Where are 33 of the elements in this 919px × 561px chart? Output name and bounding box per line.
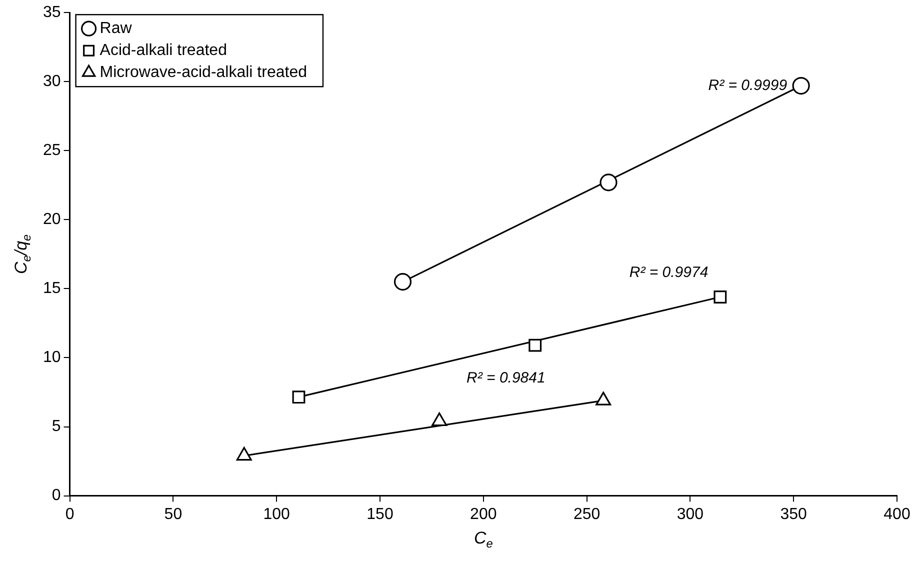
point [432,412,448,426]
x-tick-label: 300 [676,506,704,523]
legend-label: Microwave-acid-alkali treated [100,64,307,82]
point [528,338,542,352]
legend-label: Raw [100,20,132,38]
x-tick-label: 200 [470,506,497,523]
point [600,174,618,192]
y-tick-label: 0 [52,487,61,504]
point [236,446,252,461]
annotation: R² = 0.9841 [466,370,546,387]
x-tick-label: 150 [366,506,394,523]
legend-label: Acid-alkali treated [100,42,227,60]
y-tick-label: 35 [43,4,61,22]
point [394,273,412,291]
x-tick-label: 0 [65,506,74,523]
y-tick-label: 25 [43,142,61,160]
y-tick-label: 20 [43,211,61,228]
x-tick-label: 250 [573,506,600,523]
y-tick-label: 15 [43,280,61,298]
x-tick-label: 400 [884,506,910,523]
x-tick-label: 50 [164,506,182,523]
y-tick-label: 30 [43,73,61,90]
y-axis-title: Ce/qe [12,234,34,274]
point [596,392,612,406]
point [714,290,727,304]
x-tick-label: 100 [263,506,290,523]
annotation: R² = 0.9999 [708,76,788,94]
y-tick-label: 5 [52,418,61,436]
point [292,390,306,404]
y-tick-label: 10 [43,349,61,366]
x-tick-label: 350 [780,506,808,523]
point [792,76,810,95]
annotation: R² = 0.9974 [629,264,708,282]
